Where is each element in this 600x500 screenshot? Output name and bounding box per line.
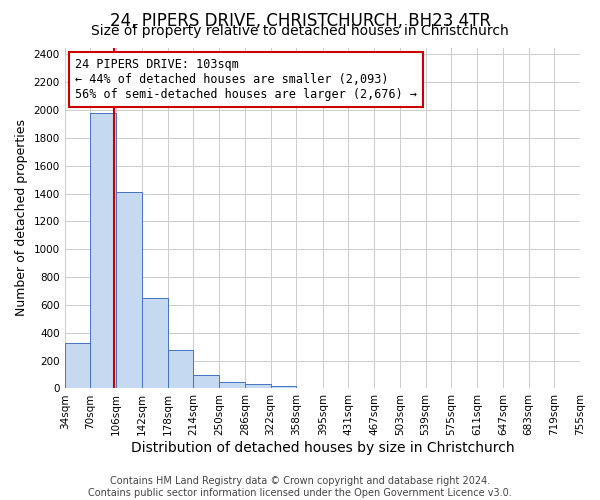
Bar <box>142 298 167 388</box>
Bar <box>116 192 142 388</box>
Bar <box>219 382 245 388</box>
Bar <box>245 384 271 388</box>
Bar <box>91 113 116 388</box>
Bar <box>65 343 91 388</box>
X-axis label: Distribution of detached houses by size in Christchurch: Distribution of detached houses by size … <box>131 441 514 455</box>
Text: 24, PIPERS DRIVE, CHRISTCHURCH, BH23 4TR: 24, PIPERS DRIVE, CHRISTCHURCH, BH23 4TR <box>110 12 491 30</box>
Text: 24 PIPERS DRIVE: 103sqm
← 44% of detached houses are smaller (2,093)
56% of semi: 24 PIPERS DRIVE: 103sqm ← 44% of detache… <box>75 58 417 100</box>
Text: Size of property relative to detached houses in Christchurch: Size of property relative to detached ho… <box>91 24 509 38</box>
Bar <box>193 374 219 388</box>
Bar <box>167 350 193 389</box>
Y-axis label: Number of detached properties: Number of detached properties <box>15 120 28 316</box>
Text: Contains HM Land Registry data © Crown copyright and database right 2024.
Contai: Contains HM Land Registry data © Crown c… <box>88 476 512 498</box>
Bar <box>271 386 296 388</box>
